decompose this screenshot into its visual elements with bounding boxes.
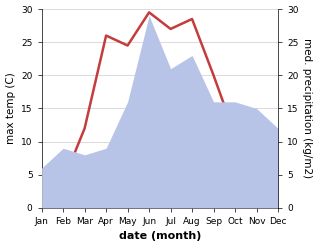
Y-axis label: med. precipitation (kg/m2): med. precipitation (kg/m2) — [302, 38, 313, 179]
Y-axis label: max temp (C): max temp (C) — [5, 73, 16, 144]
X-axis label: date (month): date (month) — [119, 231, 201, 242]
